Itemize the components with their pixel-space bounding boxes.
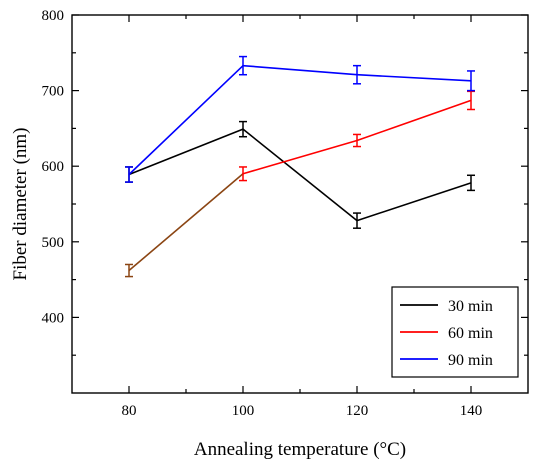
legend-label-60-min: 60 min bbox=[448, 325, 493, 342]
error-bar-60-min bbox=[239, 166, 247, 182]
y-axis-label: Fiber diameter (nm) bbox=[10, 127, 31, 280]
x-tick-label: 80 bbox=[122, 403, 137, 419]
legend-label-30-min: 30 min bbox=[448, 298, 493, 315]
error-bar-90-min bbox=[239, 55, 247, 76]
series-line-60-min bbox=[128, 173, 244, 272]
error-bar-60-min bbox=[353, 133, 361, 148]
y-tick-label: 400 bbox=[42, 310, 65, 326]
error-bar-90-min bbox=[125, 166, 133, 183]
error-bar-30-min bbox=[467, 174, 475, 192]
series-line-90-min bbox=[128, 65, 244, 176]
series-line-30-min bbox=[356, 182, 472, 222]
x-tick-label: 140 bbox=[460, 403, 483, 419]
legend-label-90-min: 90 min bbox=[448, 352, 493, 369]
series-line-60-min bbox=[356, 99, 472, 142]
error-bar-60-min bbox=[125, 263, 133, 278]
series-line-30-min bbox=[128, 128, 244, 176]
x-axis-label: Annealing temperature (°C) bbox=[194, 439, 406, 460]
error-bar-60-min bbox=[467, 90, 475, 111]
plot-area: 80 100 120 140 400 500 600 700 800 30 min 60 min 90… bbox=[42, 8, 529, 419]
series-line-60-min bbox=[242, 139, 358, 175]
y-tick-label: 600 bbox=[42, 159, 65, 175]
error-bar-30-min bbox=[353, 212, 361, 229]
series-line-90-min bbox=[356, 73, 472, 82]
series-line-30-min bbox=[242, 128, 358, 222]
y-tick-label: 800 bbox=[42, 8, 65, 24]
x-tick-label: 120 bbox=[346, 403, 369, 419]
y-tick-label: 500 bbox=[42, 235, 65, 251]
y-tick-label: 700 bbox=[42, 84, 65, 100]
error-bar-90-min bbox=[353, 64, 361, 85]
series-line-90-min bbox=[242, 64, 358, 76]
x-tick-label: 100 bbox=[232, 403, 255, 419]
error-bar-30-min bbox=[239, 120, 247, 138]
error-bar-90-min bbox=[467, 70, 475, 92]
